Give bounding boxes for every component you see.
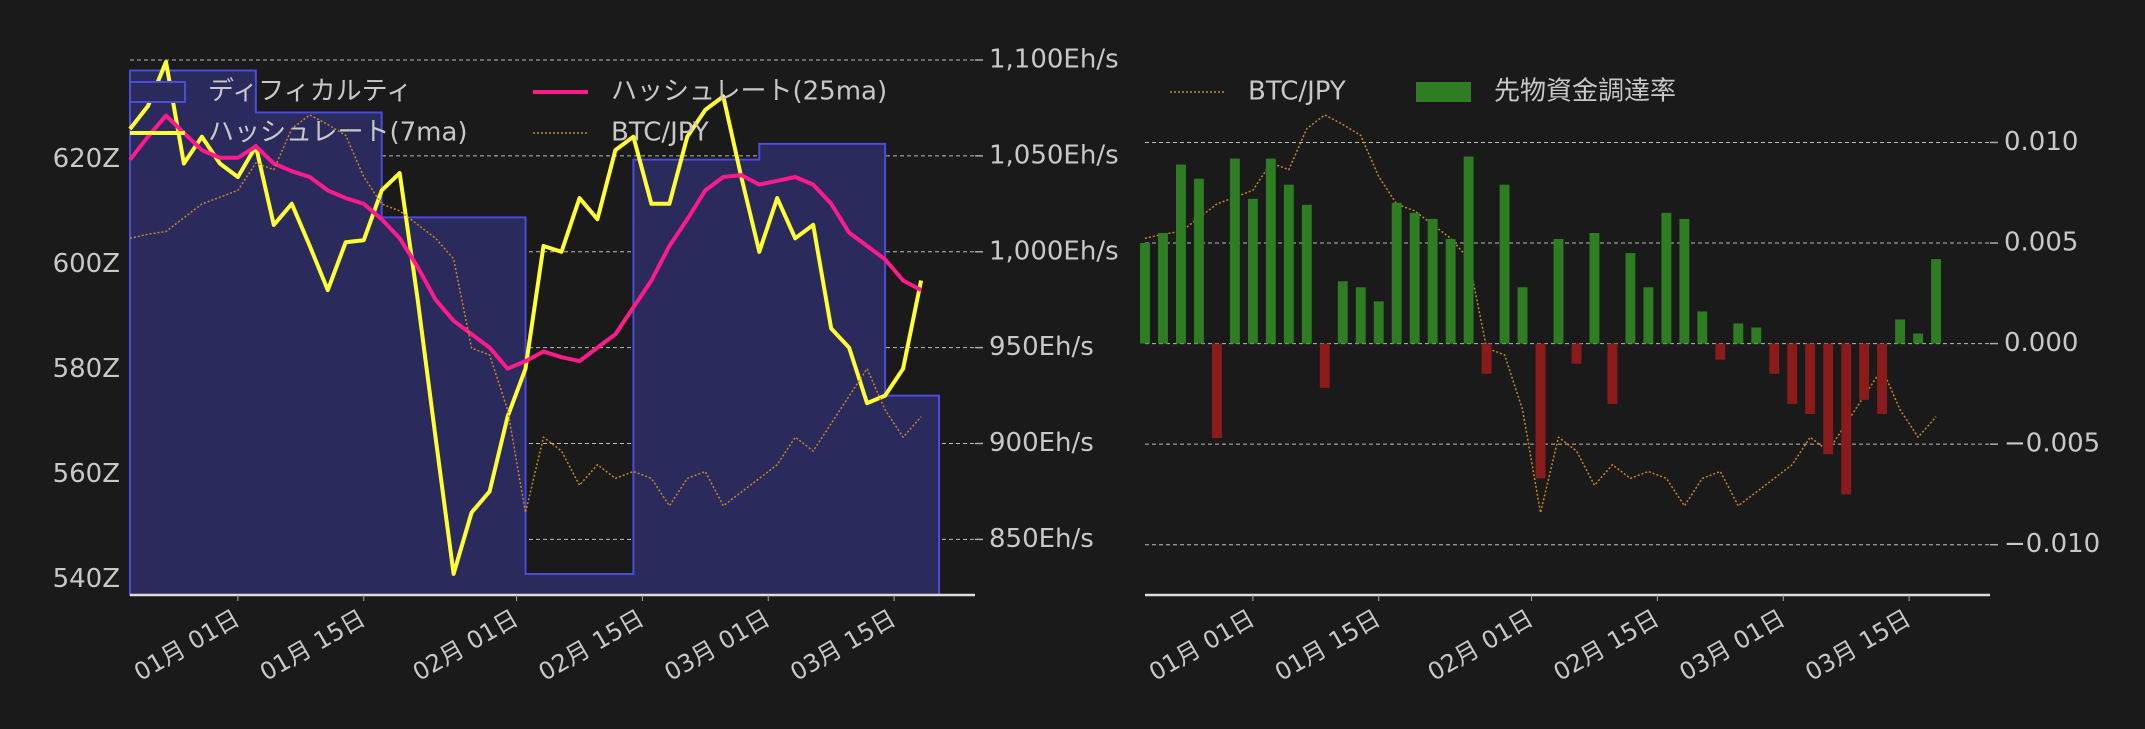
bar [1931,259,1942,344]
bar [1229,158,1240,344]
bar [1409,212,1420,344]
bar [1859,343,1870,400]
bar [1589,232,1600,344]
bar [1481,343,1492,374]
y2-tick-label: −0.005 [2004,429,2100,459]
bar [1715,343,1726,360]
bar [1805,343,1816,414]
bar [1661,212,1672,344]
y2-tick-label: 950Eh/s [989,332,1094,362]
y2-tick-label: 850Eh/s [989,524,1094,554]
bar [1841,343,1852,495]
bar [1337,281,1348,344]
bar [1751,327,1762,344]
y2-tick-label: −0.010 [2004,529,2100,559]
bar [1787,343,1798,404]
legend-label: ハッシュレート(7ma) [208,118,468,148]
bar [1913,333,1924,344]
y-tick-label: 620Z [53,144,120,174]
bar [1391,202,1402,344]
bar [1769,343,1780,374]
bar [1193,178,1204,344]
y-tick-label: 600Z [53,249,120,279]
y2-tick-label: 900Eh/s [989,428,1094,458]
bar [1211,343,1222,439]
y-tick-label: 560Z [53,459,120,489]
bar [1535,343,1546,479]
bar [1158,232,1168,344]
y2-tick-label: 0.005 [2004,228,2078,258]
y2-tick-label: 0.010 [2004,127,2078,157]
bar [1733,323,1744,344]
bar [1427,218,1438,344]
bar [1176,164,1186,344]
legend-label: BTC/JPY [1248,77,1346,107]
y2-tick-label: 1,000Eh/s [989,236,1119,266]
legend-label: BTC/JPY [611,118,709,148]
bar [1697,311,1708,344]
bar [1895,319,1906,344]
bar [1283,184,1294,344]
bar [1301,204,1312,344]
bar [1517,287,1528,344]
bar [1247,198,1258,344]
bar [1679,218,1690,344]
y2-tick-label: 0.000 [2004,328,2078,358]
bar [1463,156,1474,344]
bar [1140,243,1150,344]
bar [1499,184,1510,344]
legend-swatch [1416,82,1471,102]
bar [1373,301,1384,344]
legend-swatch [129,81,186,103]
legend-label: 先物資金調達率 [1494,77,1676,107]
bar [1823,343,1834,455]
bar [1607,343,1618,404]
bar [1445,239,1456,344]
bar [1625,253,1636,344]
legend-label: ハッシュレート(25ma) [611,77,887,107]
y-tick-label: 540Z [53,564,120,594]
bar [1643,287,1654,344]
hashrate-line [128,59,924,576]
difficulty-area [129,69,941,596]
bar [1553,239,1564,344]
bar [1355,287,1366,344]
hashrate-line [128,113,923,371]
y-tick-label: 580Z [53,354,120,384]
legend-label: ディフィカルティ [208,77,412,107]
bar [1571,343,1582,364]
bar [1319,343,1330,388]
bar [1877,343,1888,414]
y2-tick-label: 1,050Eh/s [989,140,1119,170]
y2-tick-label: 1,100Eh/s [989,45,1119,75]
bar [1265,158,1276,344]
